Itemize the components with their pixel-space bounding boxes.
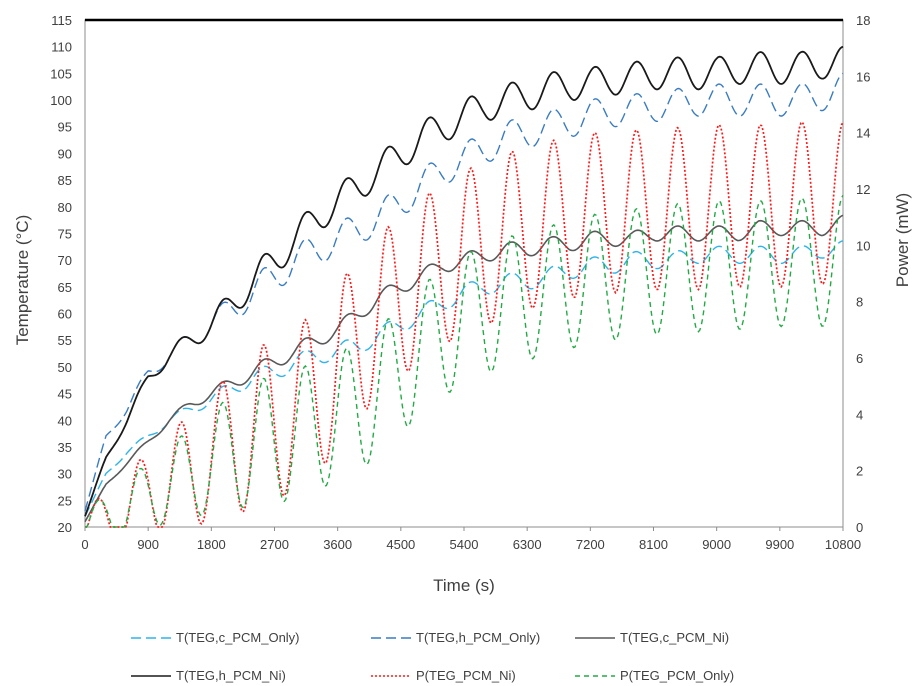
legend-label: T(TEG,h_PCM_Ni): [176, 668, 286, 683]
y-tick-labels: 20 25 30 35 40 45 50 55 60 65 70 75 80 85 90 95 100 105 11…: [50, 13, 72, 535]
x-tick-label: 1800: [197, 537, 226, 552]
y-tick-label: 80: [58, 200, 72, 215]
series-line: [84, 240, 844, 517]
series-line: [85, 194, 844, 528]
y2-tick-label: 18: [856, 13, 870, 28]
series-line: [85, 120, 844, 528]
x-tick-label: 8100: [639, 537, 668, 552]
x-tick-label: 7200: [576, 537, 605, 552]
y-tick-label: 35: [58, 440, 72, 455]
y-tick-label: 50: [58, 360, 72, 375]
y-tick-label: 95: [58, 120, 72, 135]
y-tick-label: 40: [58, 413, 72, 428]
y2-tick-label: 4: [856, 407, 863, 422]
plot-area-border: [84, 19, 844, 528]
x-tick-label: 10800: [825, 537, 861, 552]
y-axis-title: Temperature (°C): [13, 215, 32, 346]
y-tick-label: 105: [50, 66, 72, 81]
y-tick-label: 100: [50, 93, 72, 108]
y2-tick-label: 0: [856, 520, 863, 535]
y-tick-label: 55: [58, 333, 72, 348]
legend-label: T(TEG,h_PCM_Only): [416, 630, 540, 645]
legend-label: T(TEG,c_PCM_Only): [176, 630, 300, 645]
y2-tick-label: 16: [856, 69, 870, 84]
y2-tick-label: 12: [856, 182, 870, 197]
y2-tick-label: 10: [856, 238, 870, 253]
y-tick-label: 45: [58, 387, 72, 402]
x-tick-label: 6300: [513, 537, 542, 552]
series-line: [84, 72, 844, 512]
x-tick-label: 3600: [323, 537, 352, 552]
legend-label: P(TEG_PCM_Only): [620, 668, 734, 683]
y-tick-label: 85: [58, 173, 72, 188]
series-line: [84, 45, 844, 517]
y-tick-label: 20: [58, 520, 72, 535]
x-tick-label: 4500: [386, 537, 415, 552]
y2-tick-labels: 0 2 4 6 8 10 12 14 16 18: [856, 13, 870, 535]
y2-tick-label: 6: [856, 351, 863, 366]
x-tick-label: 900: [137, 537, 159, 552]
y-tick-label: 75: [58, 226, 72, 241]
y-tick-label: 115: [51, 13, 72, 28]
series-layer: [84, 45, 844, 528]
y-tick-label: 65: [58, 280, 72, 295]
y2-tick-label: 14: [856, 126, 870, 141]
series-line: [84, 214, 844, 523]
x-tick-label: 9000: [702, 537, 731, 552]
x-tick-label: 9900: [765, 537, 794, 552]
plot-frame: [84, 18, 844, 528]
y2-tick-label: 2: [856, 464, 863, 479]
x-tick-label: 0: [81, 537, 88, 552]
y2-tick-label: 8: [856, 295, 863, 310]
x-tick-labels: 0 900 1800 2700 3600 4500 5400 6300 7200 8100 9000…: [81, 527, 861, 552]
x-axis-title: Time (s): [433, 576, 495, 595]
y-tick-label: 90: [58, 146, 72, 161]
y-tick-label: 70: [58, 253, 72, 268]
y-tick-label: 30: [58, 467, 72, 482]
legend-label: P(TEG_PCM_Ni): [416, 668, 516, 683]
legend: T(TEG,c_PCM_Only) T(TEG,h_PCM_Only) T(TEG,…: [131, 630, 734, 683]
legend-label: T(TEG,c_PCM_Ni): [620, 630, 729, 645]
x-tick-label: 2700: [260, 537, 289, 552]
y-tick-label: 60: [58, 307, 72, 322]
y-tick-label: 25: [58, 493, 72, 508]
y2-axis-title: Power (mW): [893, 193, 912, 287]
y-tick-label: 110: [51, 40, 72, 55]
x-tick-label: 5400: [450, 537, 479, 552]
